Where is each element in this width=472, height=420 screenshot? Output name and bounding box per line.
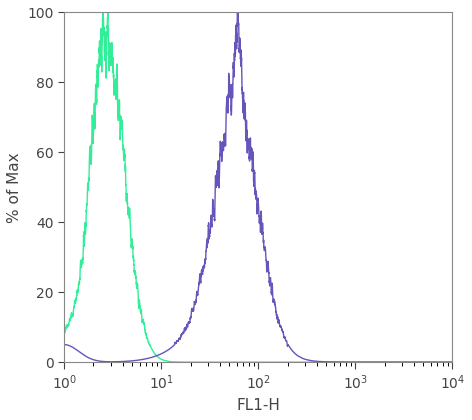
- Y-axis label: % of Max: % of Max: [7, 152, 22, 223]
- X-axis label: FL1-H: FL1-H: [236, 398, 280, 413]
